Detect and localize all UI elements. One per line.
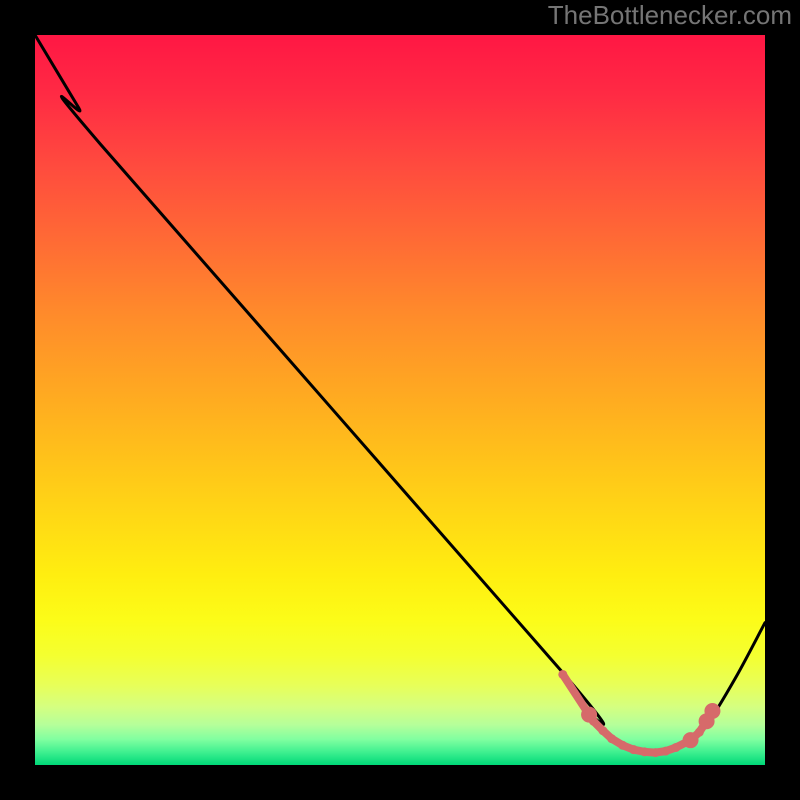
marker-dot [598, 726, 607, 735]
gradient-background [35, 35, 765, 765]
marker-dot [558, 670, 567, 679]
marker-dot [671, 743, 680, 752]
chart-svg [35, 35, 765, 765]
marker-dot [607, 734, 616, 743]
marker-dot [589, 717, 598, 726]
plot-area [35, 35, 765, 765]
chart-container: TheBottlenecker.com [0, 0, 800, 800]
marker-dot [629, 745, 638, 754]
marker-dot [618, 741, 627, 750]
marker-dot [661, 747, 670, 756]
marker-dot [695, 728, 704, 737]
marker-dot [640, 747, 649, 756]
marker-dot [651, 748, 660, 757]
watermark-text: TheBottlenecker.com [548, 0, 792, 31]
marker-dot [704, 703, 720, 719]
